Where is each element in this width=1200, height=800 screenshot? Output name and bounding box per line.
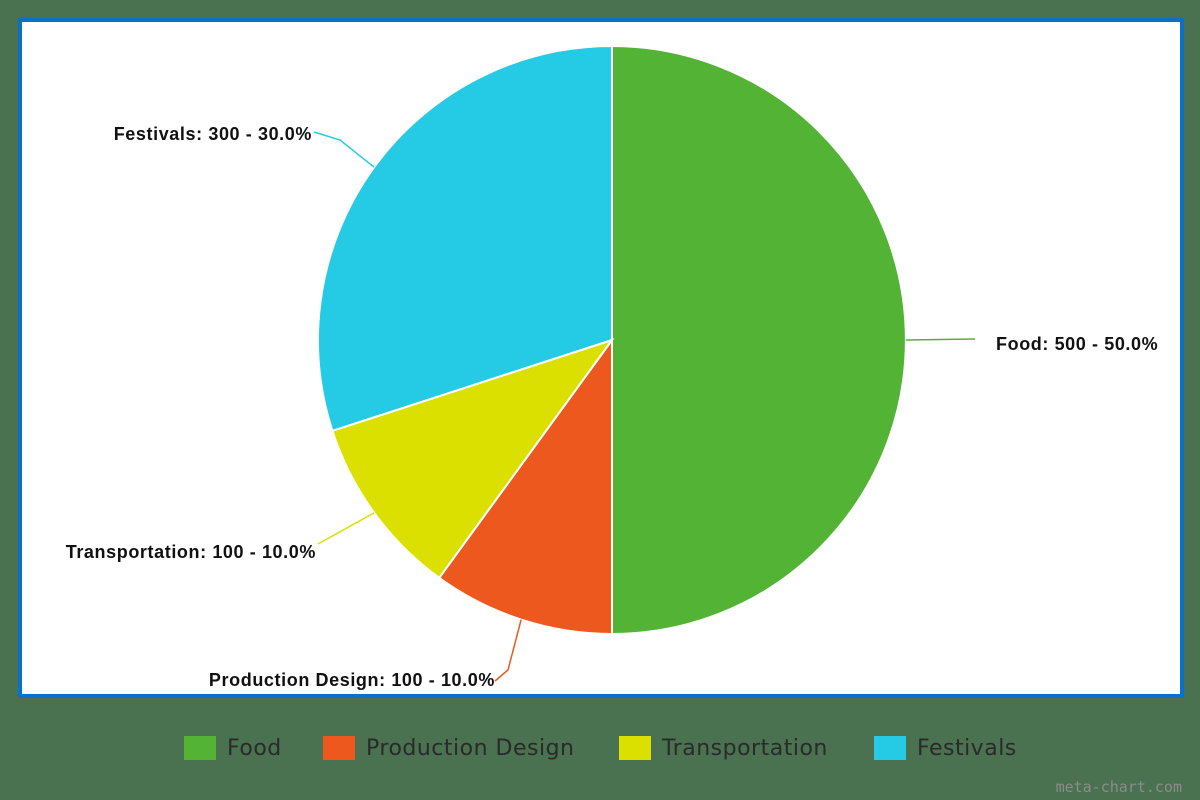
- leader-line: [494, 619, 522, 682]
- data-labels: Food: 500 - 50.0% Production Design: 100 …: [66, 124, 1158, 690]
- legend-swatch-transportation: [619, 736, 651, 760]
- data-label: Food: 500 - 50.0%: [996, 334, 1158, 354]
- legend-label: Transportation: [662, 735, 828, 761]
- leader-line: [317, 512, 375, 545]
- legend-swatch-production-design: [323, 736, 355, 760]
- data-label: Festivals: 300 - 30.0%: [114, 124, 312, 144]
- legend-label: Festivals: [917, 735, 1017, 761]
- legend-item-production-design[interactable]: Production Design: [323, 734, 575, 762]
- legend-swatch-festivals: [874, 736, 906, 760]
- pie-slices: [317, 44, 907, 636]
- legend-swatch-food: [184, 736, 216, 760]
- pie-slice-transportation[interactable]: [331, 338, 615, 580]
- leader-line: [313, 131, 375, 168]
- pie-slice-production-design[interactable]: [437, 336, 613, 636]
- pie-slice-festivals[interactable]: [317, 44, 613, 433]
- pie-slice-food[interactable]: [611, 44, 907, 636]
- legend-label: Production Design: [366, 735, 575, 761]
- legend-item-festivals[interactable]: Festivals: [874, 734, 1017, 762]
- watermark: meta-chart.com: [1055, 778, 1182, 796]
- legend-item-food[interactable]: Food: [184, 734, 282, 762]
- legend-item-transportation[interactable]: Transportation: [619, 734, 828, 762]
- data-label: Production Design: 100 - 10.0%: [209, 670, 495, 690]
- leader-lines: [313, 131, 976, 682]
- legend: Food Production Design Transportation Fe…: [0, 734, 1200, 762]
- legend-label: Food: [227, 735, 282, 761]
- data-label: Transportation: 100 - 10.0%: [66, 542, 316, 562]
- leader-line: [905, 338, 976, 341]
